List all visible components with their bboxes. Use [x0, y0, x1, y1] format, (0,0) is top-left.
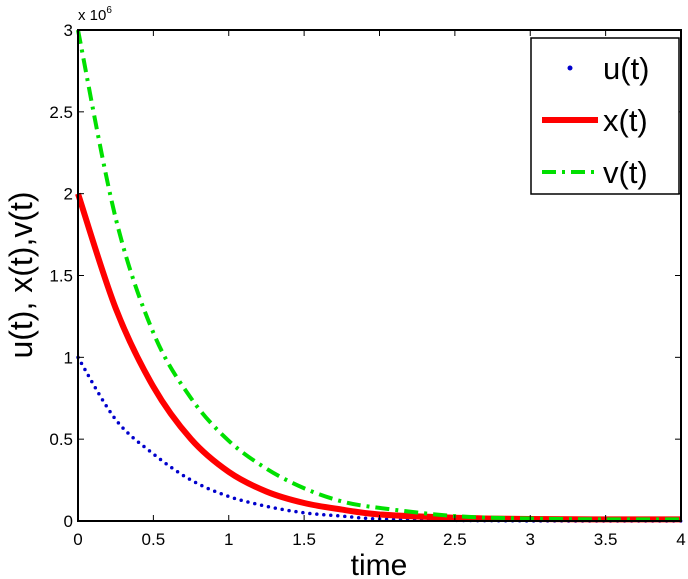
series-line-xt — [75, 192, 682, 523]
series-line-ut — [76, 355, 683, 523]
x-tick-label: 3.5 — [594, 530, 618, 549]
y-tick-label: 0 — [64, 512, 73, 531]
y-tick-label: 2 — [64, 185, 73, 204]
legend: u(t) x(t) v(t) — [530, 37, 680, 195]
y-multiplier: x 106 — [78, 5, 112, 24]
legend-label: v(t) — [603, 155, 648, 190]
y-axis-label: u(t), x(t),v(t) — [3, 191, 39, 358]
x-tick-label: 0.5 — [142, 530, 166, 549]
x-tick-label: 1.5 — [292, 530, 316, 549]
legend-marker — [567, 65, 573, 71]
ticks: 0 0.5 1 1.5 2 2.5 3 3.5 4 0 0.5 1 1.5 2 2.5 3 — [49, 21, 685, 549]
legend-box — [530, 37, 680, 195]
y-tick-label: 1.5 — [49, 267, 73, 286]
x-tick-label: 2.5 — [443, 530, 467, 549]
y-tick-label: 2.5 — [49, 103, 73, 122]
y-tick-label: 3 — [64, 21, 73, 40]
x-tick-label: 1 — [224, 530, 233, 549]
y-tick-label: 1 — [64, 348, 73, 367]
x-tick-label: 3 — [526, 530, 535, 549]
x-tick-label: 4 — [676, 530, 685, 549]
x-tick-label: 2 — [375, 530, 384, 549]
y-tick-label: 0.5 — [49, 430, 73, 449]
x-axis-label: time — [351, 549, 408, 579]
legend-label: u(t) — [603, 51, 650, 86]
legend-label: x(t) — [603, 103, 648, 138]
x-tick-label: 0 — [73, 530, 82, 549]
